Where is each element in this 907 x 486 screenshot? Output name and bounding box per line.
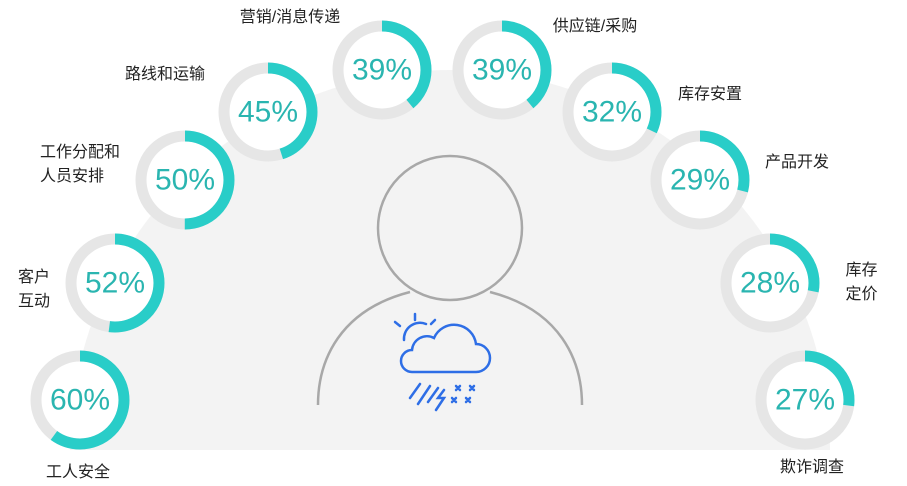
gauge-label: 供应链/采购 <box>552 18 638 35</box>
gauge-value: 45% <box>238 96 298 129</box>
gauge-value: 32% <box>582 96 642 129</box>
person-icon <box>316 154 584 406</box>
gauge-label: 营销/消息传递 <box>239 9 341 26</box>
gauge-arc <box>332 20 432 120</box>
gauge-arc <box>30 350 130 450</box>
gauge-value: 52% <box>85 267 145 300</box>
weather-icon <box>393 312 492 412</box>
gauge-value: 50% <box>155 164 215 197</box>
gauge-arc <box>65 233 165 333</box>
gauge-value: 27% <box>775 384 835 417</box>
gauge-label: 库存定价 <box>845 262 878 303</box>
gauge-arc <box>755 350 855 450</box>
gauge-value: 39% <box>472 54 532 87</box>
gauge-value: 39% <box>352 54 412 87</box>
gauge-label: 产品开发 <box>764 154 830 171</box>
gauge-label: 工作分配和 人员安排 <box>39 144 121 185</box>
gauge-value: 60% <box>50 384 110 417</box>
gauge-label: 路线和运输 <box>124 66 206 83</box>
gauge-arc <box>452 20 552 120</box>
background-arc <box>70 70 830 450</box>
gauge-arc <box>720 233 820 333</box>
gauge-arc <box>218 62 318 162</box>
gauge-label: 客户 互动 <box>17 269 51 310</box>
gauge-arc <box>650 130 750 230</box>
gauge-label: 欺诈调查 <box>779 459 845 476</box>
gauge-arc <box>135 130 235 230</box>
gauge-value: 29% <box>670 164 730 197</box>
gauge-arc <box>562 62 662 162</box>
gauge-label: 库存安置 <box>677 86 743 103</box>
gauge-label: 工人安全 <box>45 464 111 481</box>
gauge-value: 28% <box>740 267 800 300</box>
